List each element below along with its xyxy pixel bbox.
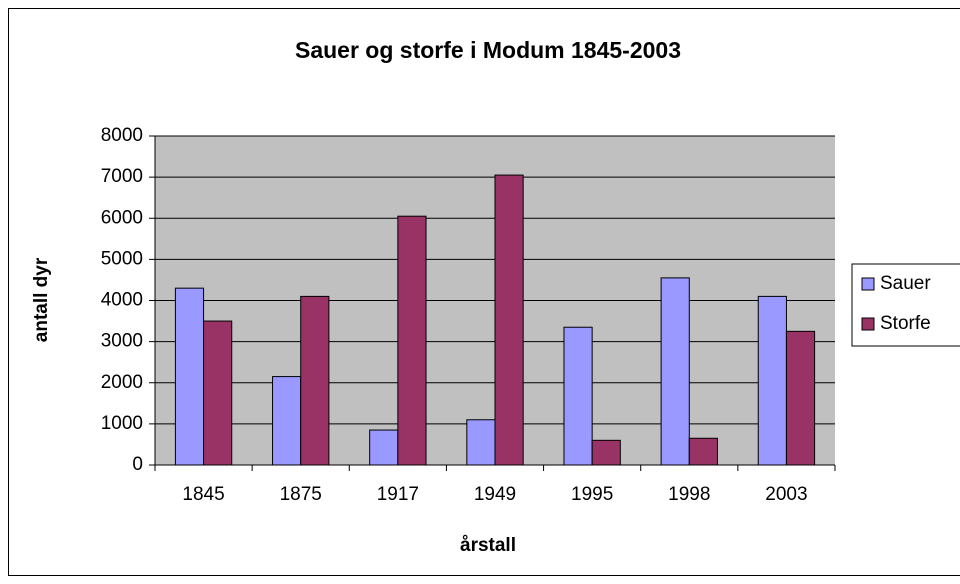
y-tick-label: 2000 [101, 372, 143, 393]
y-tick-label: 1000 [101, 413, 143, 434]
legend-box [851, 263, 960, 347]
bar [174, 287, 205, 466]
y-tick-label: 6000 [101, 207, 143, 228]
bar [397, 215, 427, 466]
y-tick-label: 7000 [101, 166, 143, 187]
x-tick-label: 2003 [765, 484, 807, 505]
bar [785, 330, 816, 466]
y-axis-label: antall dyr [31, 257, 52, 342]
x-tick-label: 1949 [474, 484, 516, 505]
x-tick-label: 1998 [668, 484, 710, 505]
bar [272, 376, 302, 466]
bar [494, 174, 524, 466]
y-tick-label: 3000 [101, 331, 143, 352]
legend-label: Sauer [880, 273, 931, 294]
legend-swatch [861, 277, 875, 291]
x-tick-label: 1995 [571, 484, 613, 505]
y-tick-label: 0 [132, 454, 143, 475]
bar [591, 439, 621, 466]
chart-title: Sauer og storfe i Modum 1845-2003 [295, 37, 681, 63]
y-tick-label: 8000 [101, 125, 143, 146]
x-axis-label: årstall [460, 535, 516, 556]
x-tick-label: 1845 [182, 484, 224, 505]
legend-swatch [861, 317, 875, 331]
bar [203, 320, 233, 466]
bar [369, 429, 399, 466]
y-tick-label: 4000 [101, 290, 143, 311]
bar [688, 437, 718, 466]
bar [563, 326, 593, 466]
bar [757, 295, 787, 466]
x-tick-label: 1917 [377, 484, 419, 505]
bar [300, 295, 330, 466]
legend-label: Storfe [880, 313, 931, 334]
bar [466, 419, 496, 466]
x-tick-label: 1875 [280, 484, 322, 505]
y-tick-label: 5000 [101, 248, 143, 269]
bar [660, 277, 690, 466]
